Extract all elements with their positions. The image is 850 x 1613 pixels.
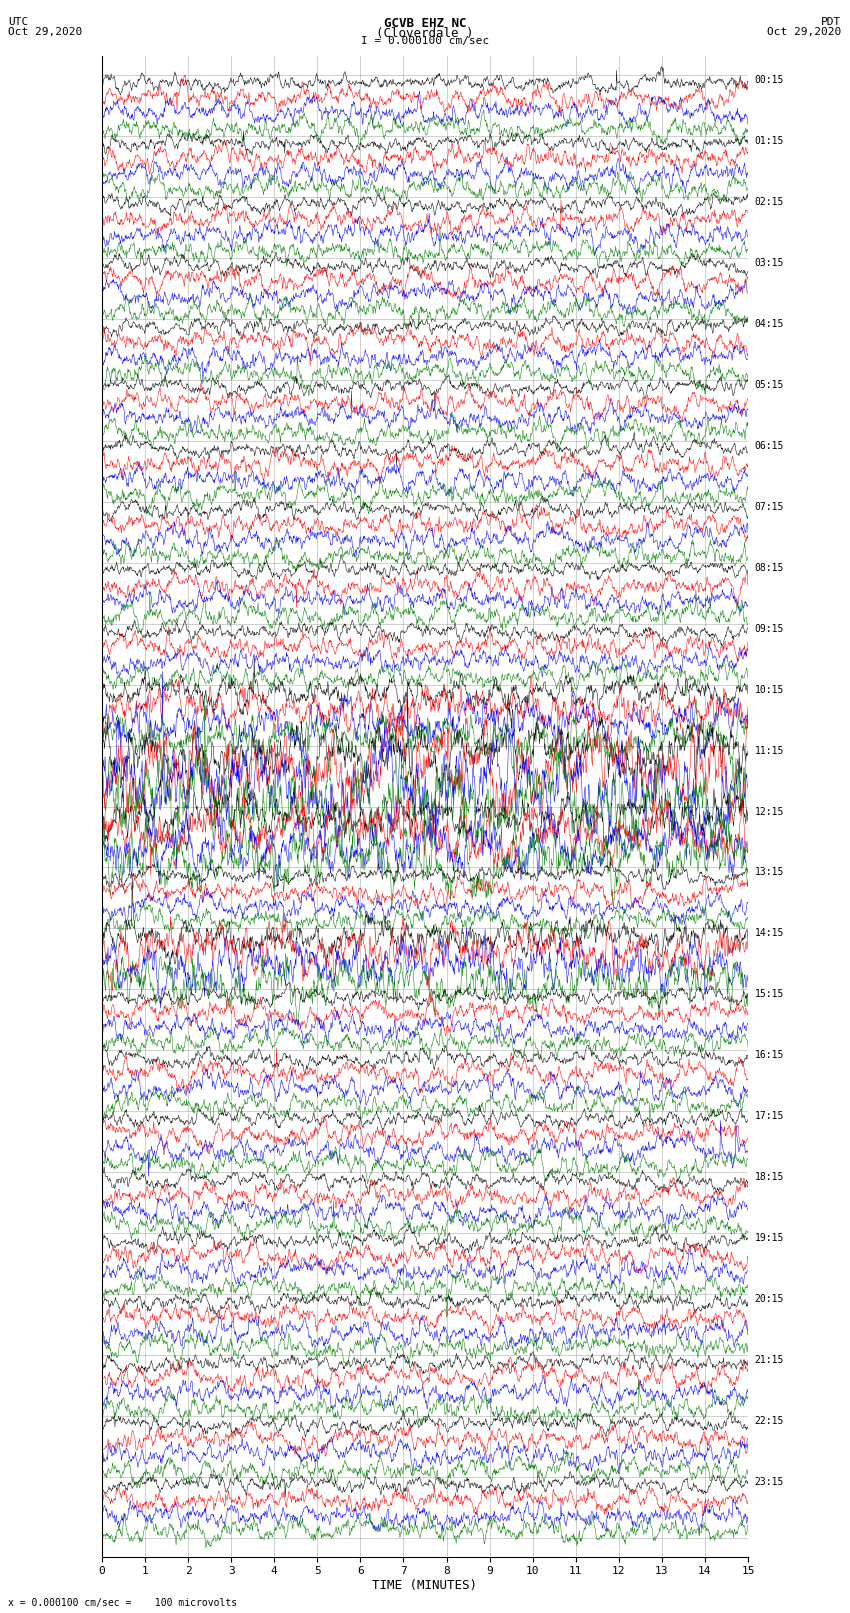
- X-axis label: TIME (MINUTES): TIME (MINUTES): [372, 1579, 478, 1592]
- Text: 14:15: 14:15: [755, 929, 784, 939]
- Text: I = 0.000100 cm/sec: I = 0.000100 cm/sec: [361, 37, 489, 47]
- Text: 21:15: 21:15: [755, 1355, 784, 1365]
- Text: 04:15: 04:15: [755, 319, 784, 329]
- Text: 07:15: 07:15: [755, 502, 784, 511]
- Text: 15:15: 15:15: [755, 989, 784, 1000]
- Text: 22:15: 22:15: [755, 1416, 784, 1426]
- Text: 03:15: 03:15: [755, 258, 784, 268]
- Text: 11:15: 11:15: [755, 745, 784, 755]
- Text: 20:15: 20:15: [755, 1294, 784, 1305]
- Text: 23:15: 23:15: [755, 1478, 784, 1487]
- Text: 06:15: 06:15: [755, 440, 784, 450]
- Text: 01:15: 01:15: [755, 135, 784, 145]
- Text: 16:15: 16:15: [755, 1050, 784, 1060]
- Text: 19:15: 19:15: [755, 1234, 784, 1244]
- Text: Oct 29,2020: Oct 29,2020: [768, 26, 842, 37]
- Text: 00:15: 00:15: [755, 74, 784, 85]
- Text: 02:15: 02:15: [755, 197, 784, 206]
- Text: 08:15: 08:15: [755, 563, 784, 573]
- Text: 18:15: 18:15: [755, 1173, 784, 1182]
- Text: 10:15: 10:15: [755, 684, 784, 695]
- Text: x = 0.000100 cm/sec =    100 microvolts: x = 0.000100 cm/sec = 100 microvolts: [8, 1598, 238, 1608]
- Text: PDT: PDT: [821, 18, 842, 27]
- Text: 12:15: 12:15: [755, 806, 784, 816]
- Text: 17:15: 17:15: [755, 1111, 784, 1121]
- Text: GCVB EHZ NC: GCVB EHZ NC: [383, 18, 467, 31]
- Text: 05:15: 05:15: [755, 379, 784, 390]
- Text: 13:15: 13:15: [755, 868, 784, 877]
- Text: UTC: UTC: [8, 18, 29, 27]
- Text: (Cloverdale ): (Cloverdale ): [377, 26, 473, 40]
- Text: Oct 29,2020: Oct 29,2020: [8, 26, 82, 37]
- Text: 09:15: 09:15: [755, 624, 784, 634]
